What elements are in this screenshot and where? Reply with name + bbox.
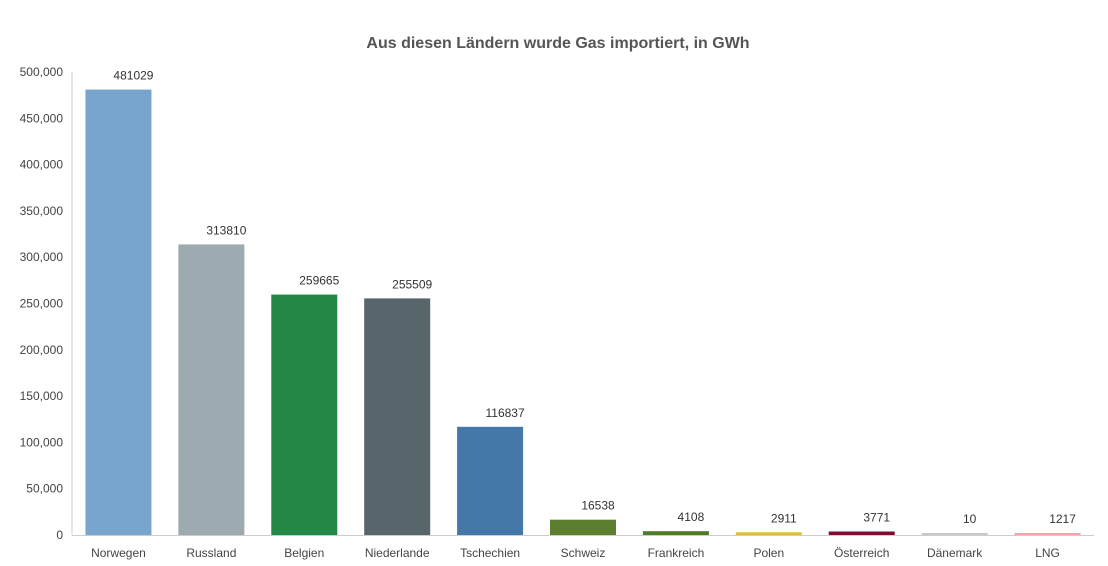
x-category-label: Österreich [834,546,889,560]
data-label: 313810 [206,223,246,237]
y-axis-ticks: 0 50,000 100,000 150,000 200,000 250,000 300,0… [20,65,64,542]
x-category-label: Schweiz [561,546,606,560]
bar-frankreich[interactable] [642,531,709,535]
bar-dänemark[interactable] [921,533,988,535]
x-category-label: LNG [1035,546,1060,560]
bar-belgien[interactable] [271,294,338,535]
bars [85,89,1081,536]
data-labels: 481029 313810 259665 255509 116837 16538 4108 2… [113,69,1076,526]
y-tick-label: 50,000 [26,482,63,496]
x-category-label: Polen [753,546,784,560]
data-label: 10 [963,512,977,526]
data-label: 16538 [581,499,615,513]
y-tick-label: 0 [56,528,63,542]
y-tick-label: 250,000 [20,297,64,311]
y-tick-label: 150,000 [20,389,64,403]
x-category-label: Norwegen [91,546,146,560]
x-axis-categories: Norwegen Russland Belgien Niederlande Tschec… [91,546,1060,560]
bar-niederlande[interactable] [364,298,431,535]
bar-schweiz[interactable] [550,519,616,535]
y-tick-label: 200,000 [20,343,64,357]
data-label: 3771 [863,511,890,525]
data-label: 255509 [392,277,432,291]
bar-polen[interactable] [735,532,802,535]
y-tick-label: 450,000 [20,111,64,125]
y-tick-label: 100,000 [20,435,64,449]
x-category-label: Tschechien [460,546,520,560]
data-label: 116837 [486,406,525,420]
data-label: 4108 [678,510,705,524]
x-category-label: Frankreich [648,546,705,560]
data-label: 1217 [1049,512,1076,526]
y-tick-label: 300,000 [20,250,64,264]
data-label: 481029 [113,69,153,83]
x-category-label: Niederlande [365,546,430,560]
x-category-label: Dänemark [927,546,983,560]
axes [71,72,1094,536]
bar-lng[interactable] [1014,533,1081,535]
chart-title: Aus diesen Ländern wurde Gas importiert,… [366,35,749,52]
data-label: 259665 [299,274,339,288]
x-category-label: Russland [186,546,236,560]
y-tick-label: 500,000 [20,65,64,79]
bar-österreich[interactable] [828,531,895,535]
y-tick-label: 350,000 [20,204,64,218]
bar-russland[interactable] [178,244,245,536]
data-label: 2911 [771,511,797,525]
y-tick-label: 400,000 [20,158,64,172]
x-category-label: Belgien [284,546,324,560]
bar-tschechien[interactable] [457,426,524,535]
bar-norwegen[interactable] [85,89,152,536]
